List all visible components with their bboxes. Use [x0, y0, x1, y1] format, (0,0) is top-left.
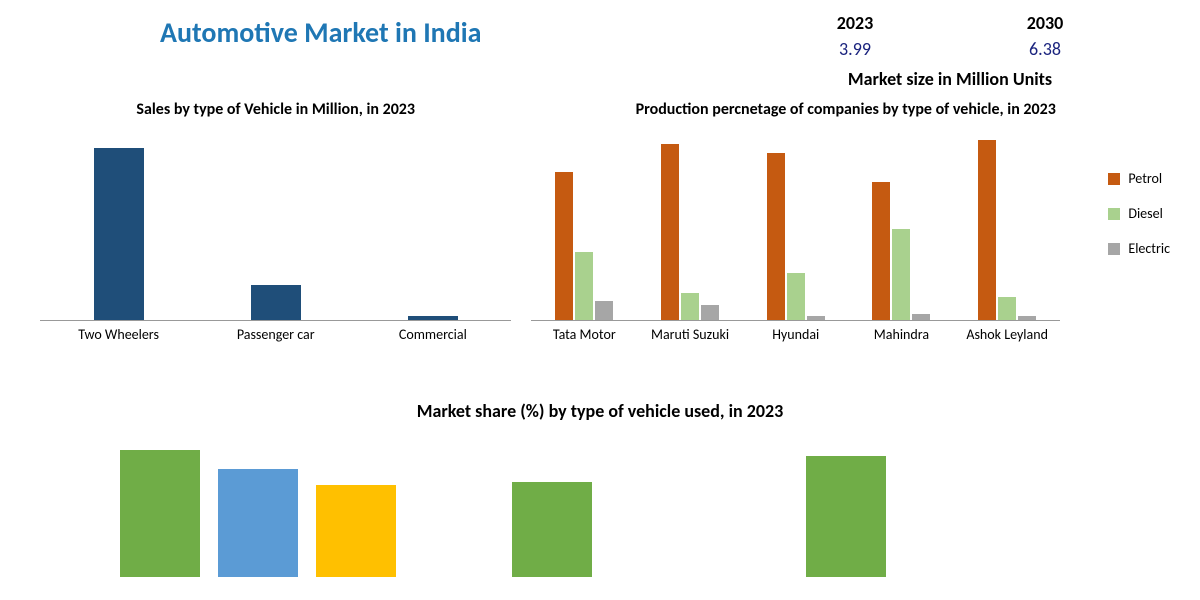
charts-row: Sales by type of Vehicle in Million, in …: [40, 100, 1160, 380]
production-bar: [872, 182, 890, 320]
sales-chart-xlabels: Two WheelersPassenger carCommercial: [40, 327, 511, 344]
production-chart: Production percnetage of companies by ty…: [531, 100, 1160, 380]
legend-item: Diesel: [1108, 205, 1170, 222]
market-share-bar: [218, 469, 298, 577]
legend-item: Electric: [1108, 240, 1170, 257]
legend-label: Petrol: [1128, 170, 1162, 187]
production-bar: [595, 301, 613, 320]
sales-bar: [251, 285, 301, 319]
sales-chart-title: Sales by type of Vehicle in Million, in …: [40, 100, 511, 121]
market-share-bar: [120, 450, 200, 577]
production-chart-xlabels: Tata MotorMaruti SuzukiHyundaiMahindraAs…: [531, 327, 1060, 344]
market-size-year-1: 2023: [760, 10, 950, 36]
market-share-chart: Market share (%) by type of vehicle used…: [100, 400, 1100, 580]
market-share-bar: [512, 482, 592, 577]
production-chart-legend: Petrol Diesel Electric: [1108, 170, 1170, 275]
market-size-panel: 2023 2030 3.99 6.38 Market size in Milli…: [760, 10, 1140, 90]
market-size-year-2: 2030: [950, 10, 1140, 36]
production-bar: [807, 316, 825, 320]
production-bar: [701, 305, 719, 320]
sales-xlabel: Commercial: [354, 327, 511, 344]
legend-label: Diesel: [1128, 205, 1162, 222]
production-bar-group: [954, 131, 1060, 320]
market-size-value-2: 6.38: [950, 36, 1140, 62]
sales-bar: [408, 316, 458, 319]
production-bar: [892, 229, 910, 320]
production-chart-title: Production percnetage of companies by ty…: [531, 100, 1160, 121]
production-chart-area: [531, 131, 1060, 321]
legend-label: Electric: [1128, 240, 1170, 257]
sales-bar-slot: [354, 131, 511, 320]
production-bar: [912, 314, 930, 320]
production-bar: [998, 297, 1016, 320]
market-share-bar: [316, 485, 396, 577]
market-share-chart-title: Market share (%) by type of vehicle used…: [100, 400, 1100, 422]
sales-bar-slot: [197, 131, 354, 320]
production-bar: [767, 153, 785, 319]
sales-bar-slot: [40, 131, 197, 320]
production-bar-group: [849, 131, 955, 320]
production-xlabel: Ashok Leyland: [954, 327, 1060, 344]
sales-bar: [94, 148, 144, 320]
production-bar: [787, 273, 805, 320]
legend-swatch: [1108, 208, 1120, 220]
legend-swatch: [1108, 243, 1120, 255]
sales-chart: Sales by type of Vehicle in Million, in …: [40, 100, 511, 380]
production-bar-group: [743, 131, 849, 320]
production-xlabel: Tata Motor: [531, 327, 637, 344]
legend-swatch: [1108, 173, 1120, 185]
production-bar: [575, 252, 593, 320]
sales-chart-area: [40, 131, 511, 321]
infographic-container: Automotive Market in India 2023 2030 3.9…: [0, 0, 1200, 600]
production-xlabel: Hyundai: [743, 327, 849, 344]
production-bar: [681, 293, 699, 319]
production-bar: [555, 172, 573, 319]
market-share-chart-bars: [100, 437, 1100, 577]
sales-xlabel: Two Wheelers: [40, 327, 197, 344]
production-xlabel: Mahindra: [849, 327, 955, 344]
market-size-years-row: 2023 2030: [760, 10, 1140, 36]
market-size-values-row: 3.99 6.38: [760, 36, 1140, 62]
production-bar: [978, 140, 996, 320]
production-bar: [661, 144, 679, 320]
market-share-bar: [806, 456, 886, 577]
production-bar: [1018, 316, 1036, 320]
sales-xlabel: Passenger car: [197, 327, 354, 344]
market-size-value-1: 3.99: [760, 36, 950, 62]
production-bar-group: [531, 131, 637, 320]
market-size-caption: Market size in Million Units: [760, 68, 1140, 90]
production-xlabel: Maruti Suzuki: [637, 327, 743, 344]
production-bar-group: [637, 131, 743, 320]
legend-item: Petrol: [1108, 170, 1170, 187]
